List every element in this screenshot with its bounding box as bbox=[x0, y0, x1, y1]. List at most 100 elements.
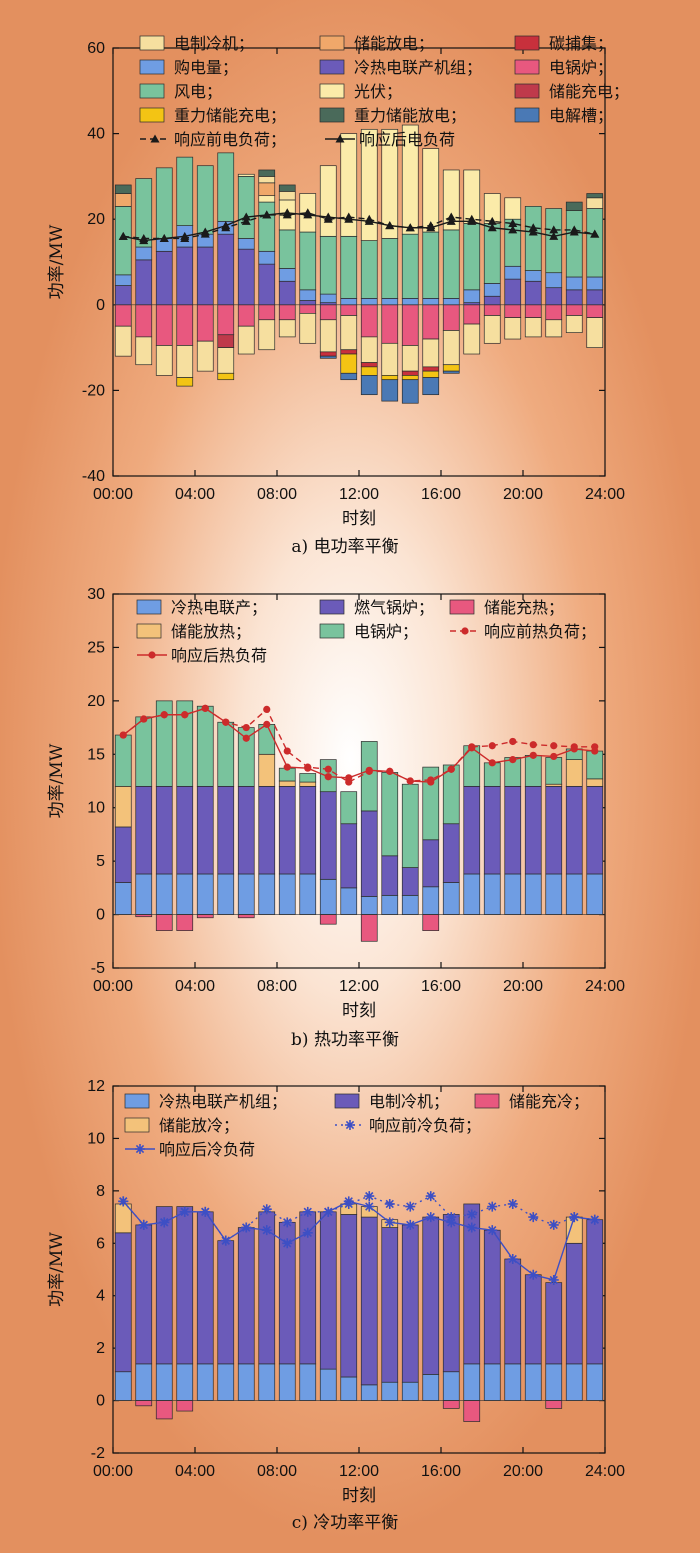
bar-segment bbox=[422, 338, 440, 368]
bar-segment bbox=[155, 873, 173, 915]
bar-segment bbox=[401, 298, 419, 306]
bar-segment bbox=[545, 319, 563, 338]
x-tick-label: 20:00 bbox=[503, 486, 543, 503]
legend-entry: 风电； bbox=[139, 82, 222, 101]
load-point bbox=[282, 208, 292, 217]
legend-label: 碳捕集； bbox=[549, 34, 613, 53]
load-point bbox=[200, 1206, 211, 1217]
bar-segment bbox=[360, 366, 378, 376]
bar-segment bbox=[176, 377, 194, 387]
load-point bbox=[242, 723, 250, 732]
bar-segment bbox=[258, 263, 276, 306]
chart-caption: a) 电功率平衡 bbox=[291, 537, 398, 557]
load-point bbox=[261, 1225, 272, 1236]
bar-segment bbox=[545, 873, 563, 915]
load-point bbox=[119, 731, 127, 739]
bar-segment bbox=[319, 878, 337, 915]
y-tick-label: -2 bbox=[91, 1445, 105, 1462]
load-point bbox=[508, 218, 518, 227]
bar-segment bbox=[463, 1363, 481, 1401]
bar-segment bbox=[176, 304, 194, 346]
bar-segment bbox=[463, 873, 481, 915]
bar-segment bbox=[258, 319, 276, 351]
bar-segment bbox=[442, 1214, 460, 1373]
bar-segment bbox=[135, 336, 153, 366]
bar-segment bbox=[114, 274, 132, 286]
load-point bbox=[509, 756, 517, 764]
load-point bbox=[302, 1227, 313, 1238]
legend-swatch bbox=[319, 59, 345, 75]
load-point bbox=[302, 1206, 313, 1217]
bar-segment bbox=[217, 372, 235, 381]
y-axis-label: 功率/MW bbox=[47, 743, 67, 818]
load-point bbox=[241, 216, 251, 225]
chart-caption: c) 冷功率平衡 bbox=[292, 1513, 399, 1533]
bar-segment bbox=[135, 1363, 153, 1401]
bar-segment bbox=[422, 766, 440, 841]
load-point bbox=[364, 1201, 375, 1212]
legend-label: 储能充电； bbox=[549, 82, 629, 101]
bar-segment bbox=[217, 1240, 235, 1365]
load-point bbox=[261, 1204, 272, 1215]
legend-label: 电制冷机； bbox=[369, 1092, 449, 1111]
bar-segment bbox=[114, 1232, 132, 1373]
bar-segment bbox=[381, 128, 399, 239]
bar-segment bbox=[155, 914, 173, 931]
bar-segment bbox=[340, 887, 358, 915]
load-point bbox=[488, 759, 496, 767]
bar-segment bbox=[196, 165, 214, 235]
bar-segment bbox=[442, 370, 460, 374]
load-point bbox=[180, 231, 190, 240]
bar-segment bbox=[422, 1216, 440, 1375]
bar-segment bbox=[114, 285, 132, 306]
load-line bbox=[122, 707, 595, 783]
bar-segment bbox=[299, 300, 317, 306]
legend-entry: 光伏； bbox=[319, 82, 402, 101]
legend-entry: 冷热电联产； bbox=[136, 598, 267, 617]
bar-segment bbox=[196, 705, 214, 787]
legend-label: 冷热电联产机组； bbox=[159, 1092, 287, 1111]
bar-segment bbox=[422, 231, 440, 299]
load-point bbox=[386, 767, 394, 775]
load-point bbox=[529, 741, 537, 749]
bar-segment bbox=[524, 206, 542, 271]
load-point bbox=[303, 210, 313, 219]
y-tick-label: 15 bbox=[87, 746, 105, 763]
bar-segment bbox=[442, 764, 460, 825]
legend-swatch bbox=[136, 623, 162, 639]
load-point bbox=[262, 210, 272, 219]
y-tick-label: 8 bbox=[96, 1183, 105, 1200]
bar-segment bbox=[299, 781, 317, 787]
bar-segment bbox=[299, 873, 317, 915]
legend-swatch bbox=[139, 83, 165, 99]
bar-segment bbox=[463, 323, 481, 355]
bar-segment bbox=[565, 304, 583, 316]
bar-segment bbox=[135, 716, 153, 787]
bar-segment bbox=[586, 193, 604, 199]
bar-segment bbox=[586, 208, 604, 278]
bar-segment bbox=[340, 823, 358, 889]
load-line bbox=[122, 1200, 595, 1281]
load-point bbox=[139, 236, 149, 245]
bar-segment bbox=[196, 914, 214, 919]
load-point bbox=[364, 216, 374, 225]
legend-label: 光伏； bbox=[354, 82, 402, 101]
load-point bbox=[549, 225, 559, 234]
bar-segment bbox=[381, 298, 399, 306]
bar-segment bbox=[360, 336, 378, 363]
bar-segment bbox=[483, 295, 501, 306]
bar-segment bbox=[463, 1400, 481, 1422]
load-point bbox=[508, 225, 518, 234]
legend-swatch bbox=[514, 35, 540, 51]
bar-segment bbox=[586, 317, 604, 348]
bar-segment bbox=[319, 1211, 337, 1370]
legend-marker bbox=[335, 134, 345, 143]
x-tick-label: 08:00 bbox=[257, 486, 297, 503]
bar-segment bbox=[524, 304, 542, 318]
bar-segment bbox=[114, 882, 132, 915]
bar-segment bbox=[155, 700, 173, 787]
load-point bbox=[466, 1209, 477, 1220]
legend-marker bbox=[135, 1144, 145, 1154]
legend-entry: 响应后热负荷 bbox=[137, 646, 267, 665]
bar-segment bbox=[401, 867, 419, 896]
